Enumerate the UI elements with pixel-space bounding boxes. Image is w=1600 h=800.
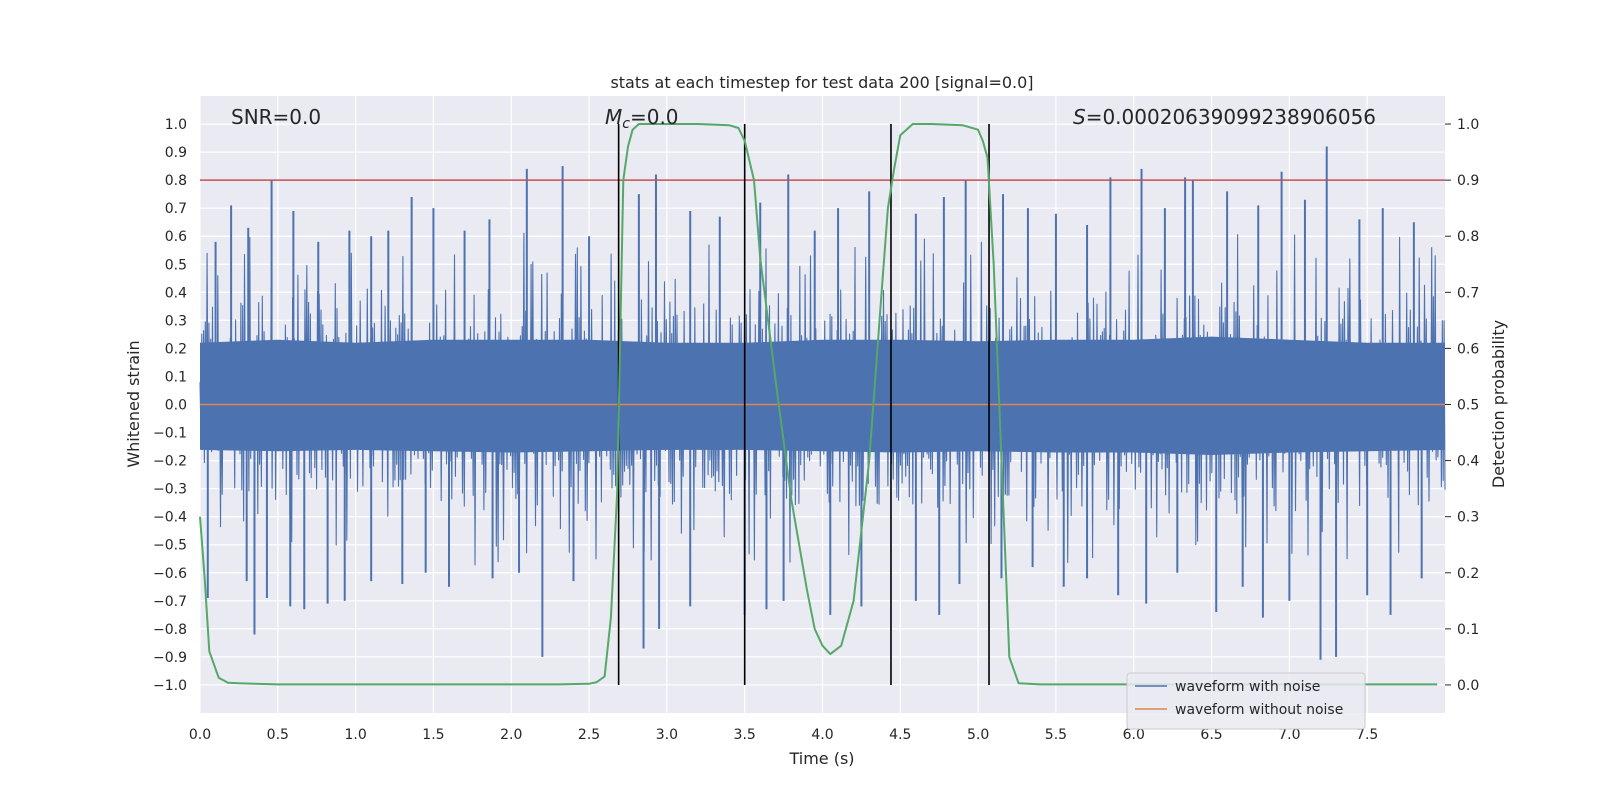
y-tick-label: 0.0	[165, 398, 187, 414]
y2-tick-label: 1.0	[1457, 117, 1479, 133]
y-axis-label: Whitened strain	[124, 340, 143, 467]
chirp-mass-annotation: Mc=0.0	[605, 105, 679, 132]
y-tick-label: −0.9	[153, 650, 187, 666]
ticks: 0.0 0.5 1.0 1.5 2.0 2.5 3.0 3.5 4.0 4.5 5.0 5.5 6.0 6…	[153, 117, 1479, 743]
x-axis-label: Time (s)	[788, 749, 854, 768]
chart-title: stats at each timestep for test data 200…	[610, 73, 1033, 92]
x-tick-label: 1.0	[344, 727, 366, 743]
chirp-mass-symbol: M	[605, 105, 622, 129]
y2-tick-label: 0.2	[1457, 566, 1479, 582]
y2-axis-label: Detection probability	[1489, 320, 1508, 488]
y-tick-label: −0.2	[153, 454, 187, 470]
x-tick-label: 3.0	[656, 727, 678, 743]
x-tick-label: 3.5	[734, 727, 756, 743]
legend-box	[1126, 672, 1366, 730]
x-tick-label: 6.5	[1200, 727, 1222, 743]
s-annotation: S=0.00020639099238906056	[1073, 105, 1376, 129]
y2-tick-label: 0.7	[1457, 285, 1479, 301]
y-tick-label: 0.1	[165, 369, 187, 385]
y-tick-label: −0.7	[153, 594, 187, 610]
y2-tick-label: 0.4	[1457, 454, 1479, 470]
x-tick-label: 6.0	[1123, 727, 1145, 743]
x-tick-label: 5.0	[967, 727, 989, 743]
y-tick-label: 0.4	[165, 285, 187, 301]
x-tick-label: 5.5	[1045, 727, 1067, 743]
y-tick-label: −1.0	[153, 678, 187, 694]
y-tick-label: 0.2	[165, 341, 187, 357]
x-tick-label: 1.5	[422, 727, 444, 743]
waveform-with-noise-series	[199, 146, 1446, 660]
x-tick-label: 0.5	[267, 727, 289, 743]
detection-probability-line	[199, 123, 1438, 686]
y2-tick-label: 0.3	[1457, 510, 1479, 526]
chirp-mass-subscript: c	[622, 116, 630, 132]
y-tick-label: −0.5	[153, 538, 187, 554]
y-tick-label: −0.4	[153, 510, 187, 526]
y-tick-label: 0.6	[165, 229, 187, 245]
y2-tick-label: 0.6	[1457, 341, 1479, 357]
s-value: =0.00020639099238906056	[1086, 105, 1376, 129]
y-tick-label: 0.3	[165, 313, 187, 329]
y2-tick-label: 0.5	[1457, 398, 1479, 414]
legend-label-waveform-with-noise: waveform with noise	[1175, 679, 1320, 695]
x-tick-label: 2.5	[578, 727, 600, 743]
legend-label-waveform-without-noise: waveform without noise	[1175, 702, 1343, 718]
chirp-mass-value: =0.0	[630, 105, 679, 129]
x-tick-label: 7.5	[1356, 727, 1378, 743]
y2-tick-label: 0.0	[1457, 678, 1479, 694]
x-tick-label: 0.0	[189, 727, 211, 743]
y-tick-label: 0.8	[165, 173, 187, 189]
legend: waveform with noise waveform without noi…	[1126, 672, 1366, 730]
y-tick-label: −0.1	[153, 426, 187, 442]
y-tick-label: 0.9	[165, 145, 187, 161]
y-tick-label: −0.3	[153, 482, 187, 498]
detection-probability-series	[199, 123, 1438, 686]
y-tick-label: −0.6	[153, 566, 187, 582]
x-tick-label: 7.0	[1278, 727, 1300, 743]
y-tick-label: 0.7	[165, 201, 187, 217]
x-tick-label: 4.5	[889, 727, 911, 743]
waveform-with-noise-core	[200, 336, 1445, 455]
y2-tick-label: 0.9	[1457, 173, 1479, 189]
x-tick-label: 2.0	[500, 727, 522, 743]
y2-tick-label: 0.8	[1457, 229, 1479, 245]
y-tick-label: −0.8	[153, 622, 187, 638]
s-symbol: S	[1073, 105, 1086, 129]
y-tick-label: 1.0	[165, 117, 187, 133]
y2-tick-label: 0.1	[1457, 622, 1479, 638]
y-tick-label: 0.5	[165, 257, 187, 273]
snr-annotation: SNR=0.0	[231, 105, 321, 129]
x-tick-label: 4.0	[811, 727, 833, 743]
